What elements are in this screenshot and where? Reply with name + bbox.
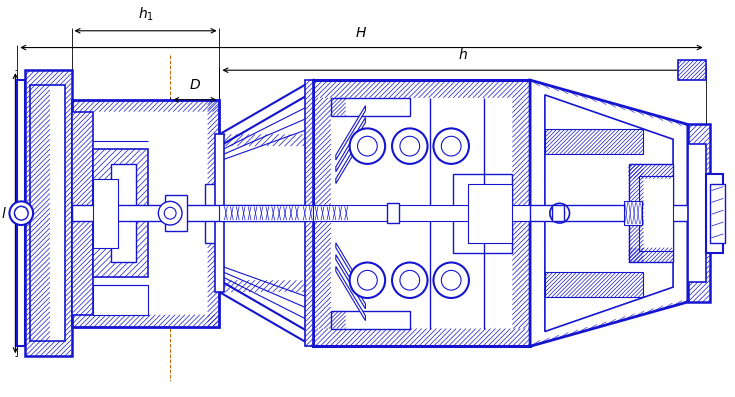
- Polygon shape: [545, 95, 673, 331]
- Bar: [93, 149, 148, 277]
- Bar: [220, 205, 313, 221]
- Bar: [545, 129, 643, 154]
- Bar: [30, 85, 65, 341]
- Polygon shape: [220, 280, 313, 346]
- Circle shape: [434, 262, 469, 298]
- Bar: [639, 176, 673, 251]
- Circle shape: [15, 206, 28, 220]
- Circle shape: [550, 203, 570, 223]
- Text: $h_1$: $h_1$: [137, 6, 154, 23]
- Polygon shape: [336, 129, 365, 184]
- Bar: [552, 205, 564, 221]
- Bar: [678, 60, 706, 80]
- Bar: [530, 205, 688, 221]
- Bar: [93, 285, 148, 315]
- Bar: [387, 203, 399, 223]
- Polygon shape: [336, 106, 365, 160]
- Circle shape: [392, 128, 428, 164]
- Bar: [111, 164, 136, 262]
- Bar: [71, 112, 93, 315]
- Bar: [331, 311, 410, 329]
- Bar: [545, 272, 643, 297]
- Circle shape: [164, 207, 176, 219]
- Text: $l$: $l$: [1, 206, 7, 221]
- Bar: [468, 184, 512, 243]
- Circle shape: [357, 136, 377, 156]
- Bar: [628, 164, 673, 262]
- Bar: [313, 205, 530, 221]
- Circle shape: [441, 136, 461, 156]
- Bar: [165, 195, 187, 231]
- Text: $D$: $D$: [189, 78, 201, 92]
- Circle shape: [350, 128, 385, 164]
- Circle shape: [350, 262, 385, 298]
- Bar: [205, 184, 220, 243]
- Polygon shape: [336, 243, 365, 297]
- Bar: [688, 144, 706, 282]
- Circle shape: [10, 201, 33, 225]
- Bar: [709, 184, 725, 243]
- Text: $h$: $h$: [458, 47, 467, 62]
- Circle shape: [555, 208, 564, 218]
- Circle shape: [392, 262, 428, 298]
- Circle shape: [400, 270, 420, 290]
- Bar: [25, 70, 71, 356]
- Polygon shape: [336, 266, 365, 321]
- Circle shape: [357, 270, 377, 290]
- Bar: [624, 201, 642, 225]
- Polygon shape: [530, 80, 688, 346]
- Bar: [71, 205, 308, 221]
- Circle shape: [434, 128, 469, 164]
- Bar: [688, 124, 709, 302]
- Text: $H$: $H$: [356, 26, 368, 40]
- Polygon shape: [336, 118, 365, 172]
- Bar: [453, 174, 512, 252]
- Polygon shape: [220, 80, 313, 146]
- Bar: [313, 80, 530, 346]
- Circle shape: [400, 136, 420, 156]
- Bar: [71, 100, 220, 327]
- Bar: [18, 80, 25, 346]
- Bar: [305, 80, 313, 346]
- Bar: [331, 98, 410, 116]
- Polygon shape: [336, 254, 365, 309]
- Bar: [215, 134, 224, 292]
- Bar: [93, 179, 118, 248]
- Bar: [706, 174, 723, 252]
- Circle shape: [158, 201, 182, 225]
- Circle shape: [441, 270, 461, 290]
